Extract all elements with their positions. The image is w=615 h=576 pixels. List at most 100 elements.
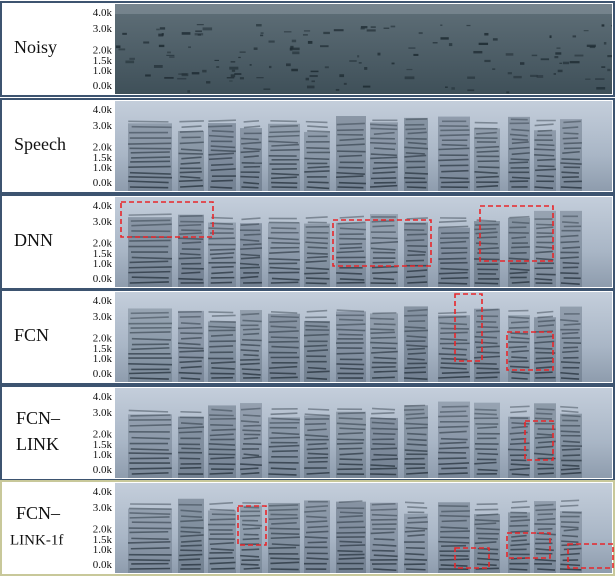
harmonic bbox=[438, 283, 467, 284]
harmonic bbox=[307, 429, 326, 430]
harmonic bbox=[371, 338, 396, 339]
noise-speck bbox=[261, 32, 264, 33]
noise-speck bbox=[440, 25, 442, 26]
harmonic bbox=[373, 455, 396, 456]
harmonic bbox=[511, 540, 527, 541]
harmonic bbox=[179, 555, 202, 556]
harmonic bbox=[208, 312, 233, 313]
harmonic bbox=[132, 277, 169, 278]
harmonic bbox=[128, 121, 168, 122]
noise-speck bbox=[367, 29, 376, 31]
harmonic bbox=[536, 358, 553, 359]
harmonic bbox=[240, 267, 260, 268]
harmonic bbox=[304, 335, 329, 336]
harmonic bbox=[269, 505, 298, 506]
harmonic bbox=[562, 222, 579, 223]
harmonic bbox=[561, 172, 579, 173]
noise-speck bbox=[520, 62, 524, 65]
harmonic bbox=[243, 528, 260, 529]
harmonic bbox=[243, 244, 261, 245]
harmonic bbox=[209, 449, 235, 450]
y-tick-label: 3.0k bbox=[93, 120, 113, 132]
noise-speck bbox=[240, 77, 244, 79]
harmonic bbox=[179, 121, 204, 122]
harmonic bbox=[511, 322, 528, 323]
harmonic bbox=[561, 159, 579, 160]
harmonic bbox=[339, 448, 362, 449]
harmonic bbox=[509, 327, 529, 328]
harmonic bbox=[210, 187, 232, 188]
noise-speck bbox=[320, 45, 329, 47]
noise-speck bbox=[506, 91, 509, 93]
spectrogram-figure: Noisy4.0k3.0k2.0k1.5k1.0k0.0kSpeech4.0k3… bbox=[0, 0, 615, 576]
noise-speck bbox=[164, 77, 173, 79]
harmonic bbox=[561, 242, 580, 243]
harmonic bbox=[438, 473, 467, 474]
harmonic bbox=[564, 324, 581, 325]
panel-label: Speech bbox=[14, 134, 66, 154]
harmonic bbox=[307, 257, 328, 258]
harmonic bbox=[244, 438, 258, 439]
noise-speck bbox=[440, 37, 448, 39]
y-tick-label: 4.0k bbox=[93, 7, 113, 19]
harmonic bbox=[372, 313, 396, 314]
noise-speck bbox=[484, 33, 488, 36]
harmonic bbox=[372, 550, 395, 551]
harmonic bbox=[337, 521, 364, 522]
harmonic bbox=[336, 324, 365, 325]
harmonic bbox=[440, 516, 470, 517]
noise-speck bbox=[143, 41, 149, 43]
noise-speck bbox=[325, 66, 329, 68]
harmonic bbox=[179, 351, 204, 352]
harmonic bbox=[562, 333, 578, 334]
noise-speck bbox=[466, 25, 470, 26]
harmonic bbox=[478, 553, 498, 554]
noise-speck bbox=[336, 89, 340, 91]
harmonic bbox=[512, 282, 530, 283]
harmonic bbox=[181, 516, 202, 517]
noise-speck bbox=[125, 61, 134, 64]
harmonic bbox=[241, 314, 259, 315]
harmonic bbox=[130, 161, 170, 162]
noise-speck bbox=[467, 76, 475, 78]
harmonic bbox=[478, 538, 498, 539]
harmonic bbox=[270, 121, 297, 122]
noise-speck bbox=[197, 24, 204, 25]
harmonic bbox=[404, 178, 425, 179]
harmonic bbox=[241, 224, 259, 225]
noise-speck bbox=[559, 63, 562, 64]
noise-speck bbox=[192, 72, 200, 74]
harmonic bbox=[407, 187, 426, 188]
harmonic bbox=[561, 362, 580, 363]
harmonic bbox=[442, 521, 467, 522]
harmonic bbox=[211, 568, 235, 569]
harmonic bbox=[340, 368, 363, 369]
harmonic bbox=[209, 346, 233, 347]
harmonic bbox=[132, 438, 170, 439]
harmonic bbox=[340, 459, 363, 460]
noise-speck bbox=[391, 26, 396, 28]
harmonic bbox=[407, 218, 428, 219]
harmonic bbox=[562, 415, 581, 416]
harmonic bbox=[370, 468, 397, 469]
harmonic bbox=[271, 316, 299, 317]
harmonic bbox=[337, 123, 365, 124]
harmonic bbox=[407, 359, 425, 360]
harmonic bbox=[270, 150, 299, 151]
harmonic bbox=[405, 450, 428, 451]
harmonic bbox=[211, 164, 233, 165]
harmonic bbox=[241, 345, 261, 346]
harmonic bbox=[130, 378, 169, 379]
harmonic bbox=[372, 515, 397, 516]
harmonic bbox=[211, 282, 232, 283]
harmonic bbox=[404, 409, 424, 410]
harmonic bbox=[181, 338, 202, 339]
harmonic bbox=[128, 272, 170, 273]
harmonic bbox=[271, 537, 300, 538]
harmonic bbox=[536, 413, 553, 414]
harmonic bbox=[511, 378, 527, 379]
harmonic bbox=[407, 255, 425, 256]
noise-speck bbox=[357, 55, 359, 57]
harmonic bbox=[340, 512, 363, 513]
harmonic bbox=[440, 332, 468, 333]
